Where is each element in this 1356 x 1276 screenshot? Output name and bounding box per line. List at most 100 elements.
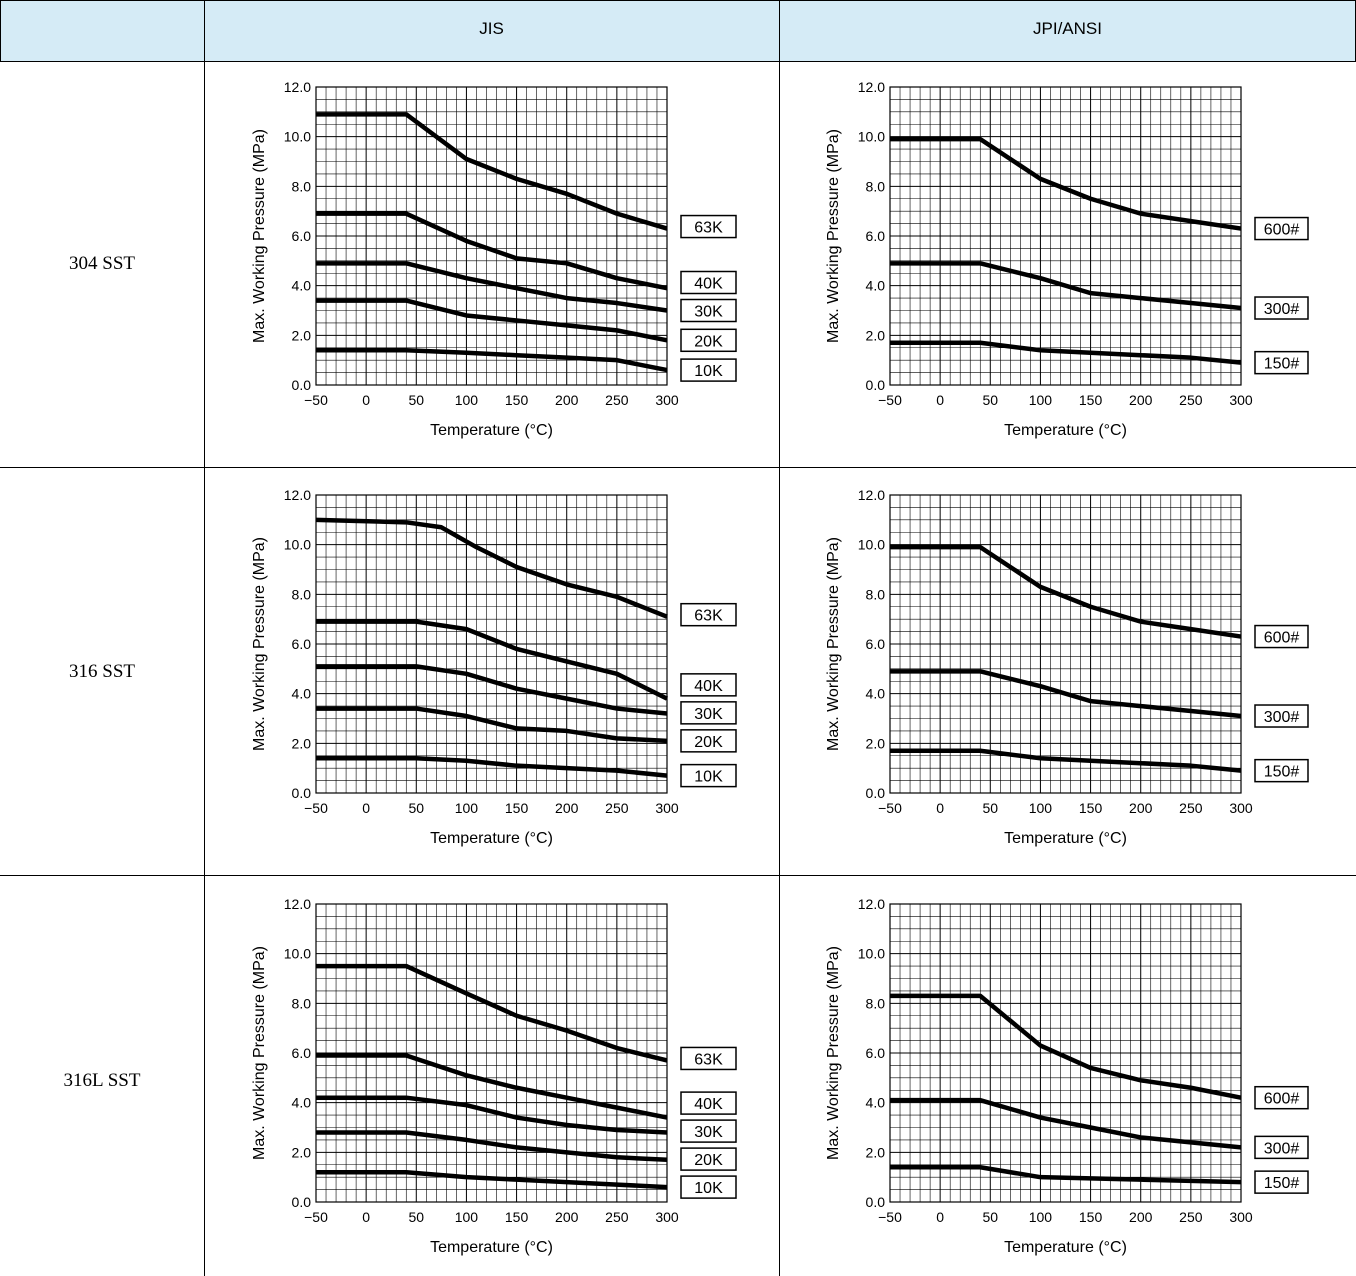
legend-box-20k	[680, 328, 737, 353]
y-tick-label: 6.0	[866, 636, 886, 652]
x-tick-label: 100	[455, 1209, 479, 1225]
legend-box-30k	[680, 298, 737, 323]
table-border-left	[0, 0, 1, 61]
y-tick-label: 8.0	[292, 178, 312, 194]
series-line-30k	[316, 261, 668, 313]
table-col-divider	[204, 0, 205, 1276]
x-tick-label: −50	[304, 1209, 328, 1225]
y-tick-label: 8.0	[292, 586, 312, 602]
header-jis: JIS	[479, 19, 504, 38]
x-axis-label: Temperature (°C)	[1004, 422, 1127, 439]
legend-label-20k: 20K	[694, 734, 723, 751]
x-tick-label: 200	[1129, 1209, 1153, 1225]
plot-frame	[889, 86, 1242, 386]
y-tick-label: 0.0	[866, 785, 886, 801]
y-tick-label: 6.0	[866, 228, 886, 244]
x-tick-label: 200	[555, 392, 579, 408]
legend-label-150: 150#	[1264, 1175, 1300, 1192]
x-tick-label: 200	[1129, 800, 1153, 816]
series-line-40k	[316, 211, 668, 291]
legend-box-40k	[680, 673, 737, 697]
legend-label-600: 600#	[1264, 1091, 1300, 1108]
y-tick-label: 4.0	[292, 686, 312, 702]
x-tick-label: 150	[505, 1209, 529, 1225]
legend-box-10k	[680, 358, 737, 382]
x-tick-label: 250	[605, 800, 629, 816]
x-tick-label: 150	[1079, 800, 1103, 816]
y-tick-label: 0.0	[292, 785, 312, 801]
legend-label-30k: 30K	[694, 706, 723, 723]
x-tick-label: 200	[555, 800, 579, 816]
x-tick-label: 0	[936, 1209, 944, 1225]
y-tick-label: 0.0	[292, 1194, 312, 1210]
x-tick-label: 150	[505, 800, 529, 816]
legend-box-300	[1254, 1135, 1309, 1160]
legend-box-600	[1254, 1085, 1309, 1110]
y-tick-label: 6.0	[292, 636, 312, 652]
legend-label-63k: 63K	[694, 1051, 723, 1068]
x-axis-label: Temperature (°C)	[1004, 830, 1127, 847]
series-line-40k	[316, 619, 668, 701]
chart-304-sst-jpiansi: 0.0 2.0 4.0 6.0 8.0 10.0 12.0 −50 0 50 100 150 200 25…	[825, 79, 1309, 439]
y-tick-label: 4.0	[292, 278, 312, 294]
series-line-150	[890, 748, 1242, 773]
legend-label-30k: 30K	[694, 304, 723, 321]
series-line-300	[890, 1097, 1242, 1150]
x-tick-label: 200	[555, 1209, 579, 1225]
legend-label-40k: 40K	[694, 1096, 723, 1113]
legend-label-40k: 40K	[694, 678, 723, 695]
plot-frame	[315, 903, 668, 1203]
x-tick-label: 250	[1179, 1209, 1203, 1225]
series-line-30k	[316, 1095, 668, 1135]
table-row-divider	[0, 467, 1356, 468]
series-line-63k	[315, 517, 668, 619]
x-tick-label: −50	[304, 800, 328, 816]
y-tick-label: 2.0	[292, 327, 312, 343]
y-tick-label: 4.0	[866, 1095, 886, 1111]
chart-316-sst-jis: 0.0 2.0 4.0 6.0 8.0 10.0 12.0 −50 0 50 100 150 200 25…	[251, 487, 737, 847]
x-tick-label: 250	[605, 392, 629, 408]
legend-label-63k: 63K	[694, 220, 723, 237]
x-tick-label: 300	[655, 800, 679, 816]
legend-label-600: 600#	[1264, 222, 1300, 239]
x-tick-label: 50	[408, 1209, 424, 1225]
y-tick-label: 10.0	[858, 129, 885, 145]
plot-frame	[315, 494, 668, 794]
legend-box-63k	[680, 602, 737, 627]
x-tick-label: 300	[655, 1209, 679, 1225]
chart-316l-sst-jis: 0.0 2.0 4.0 6.0 8.0 10.0 12.0 −50 0 50 100 150 200 25…	[251, 896, 737, 1256]
legend-label-10k: 10K	[694, 1180, 723, 1197]
legend-label-40k: 40K	[694, 276, 723, 293]
y-tick-label: 2.0	[292, 735, 312, 751]
y-tick-label: 10.0	[858, 537, 885, 553]
legend-box-600	[1254, 216, 1309, 241]
x-tick-label: 0	[362, 1209, 370, 1225]
y-tick-label: 6.0	[292, 1045, 312, 1061]
legend-box-40k	[680, 1091, 737, 1115]
y-tick-label: 12.0	[284, 79, 311, 95]
legend-box-10k	[680, 1175, 737, 1199]
y-tick-label: 10.0	[284, 946, 311, 962]
series-line-20k	[316, 298, 668, 343]
legend-box-40k	[680, 270, 737, 295]
series-line-20k	[316, 1130, 668, 1163]
legend-box-600	[1254, 624, 1309, 649]
y-tick-label: 2.0	[866, 327, 886, 343]
series-line-150	[890, 1164, 1242, 1185]
legend-box-300	[1254, 704, 1309, 728]
legend-label-150: 150#	[1264, 764, 1300, 781]
legend-box-63k	[680, 214, 737, 239]
y-tick-label: 8.0	[866, 995, 886, 1011]
legend-box-150	[1254, 758, 1309, 783]
legend-label-150: 150#	[1264, 356, 1300, 373]
y-tick-label: 12.0	[858, 79, 885, 95]
table-header	[0, 0, 1356, 61]
x-tick-label: 100	[1029, 1209, 1053, 1225]
y-axis-label: Max. Working Pressure (MPa)	[825, 537, 842, 751]
legend-label-10k: 10K	[694, 363, 723, 380]
y-axis-label: Max. Working Pressure (MPa)	[825, 946, 842, 1160]
y-tick-label: 0.0	[292, 377, 312, 393]
y-axis-label: Max. Working Pressure (MPa)	[251, 946, 268, 1160]
y-tick-label: 8.0	[292, 995, 312, 1011]
